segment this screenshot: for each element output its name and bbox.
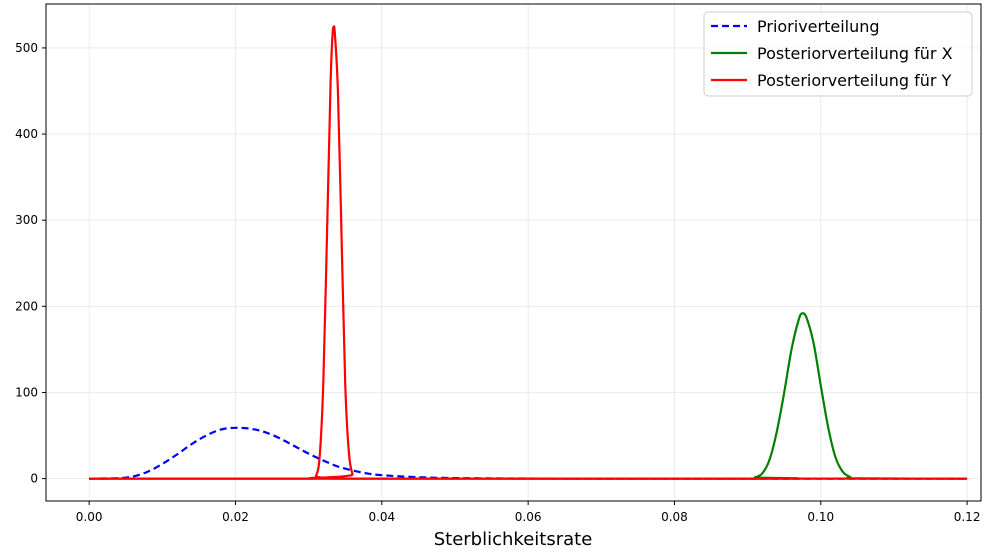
x-tick-label: 0.10 <box>807 510 834 524</box>
series-layer <box>89 25 968 480</box>
legend-label: Posteriorverteilung für X <box>757 44 953 63</box>
x-tick-label: 0.12 <box>954 510 981 524</box>
y-tick-label: 0 <box>30 472 38 486</box>
legend-label: Posteriorverteilung für Y <box>757 71 952 90</box>
y-axis: 0 100 200 300 400 500 <box>15 41 46 486</box>
legend: Prioriverteilung Posteriorverteilung für … <box>703 11 973 97</box>
y-tick-label: 400 <box>15 127 38 141</box>
x-tick-label: 0.02 <box>222 510 249 524</box>
series-line-prioriverteilung <box>89 426 968 480</box>
x-tick-label: 0.08 <box>661 510 688 524</box>
y-tick-label: 200 <box>15 299 38 313</box>
plot-frame <box>45 3 982 502</box>
x-tick-label: 0.04 <box>368 510 395 524</box>
legend-box <box>703 11 973 97</box>
series-line-posteriorverteilung-f-r-y <box>89 25 968 480</box>
x-axis-title: Sterblichkeitsrate <box>434 529 593 550</box>
y-tick-label: 300 <box>15 213 38 227</box>
y-tick-label: 100 <box>15 385 38 399</box>
legend-label: Prioriverteilung <box>757 17 880 36</box>
x-tick-label: 0.00 <box>76 510 103 524</box>
x-axis: 0.00 0.02 0.04 0.06 0.08 0.10 0.12 <box>76 501 981 524</box>
x-tick-label: 0.06 <box>515 510 542 524</box>
y-tick-label: 500 <box>15 41 38 55</box>
